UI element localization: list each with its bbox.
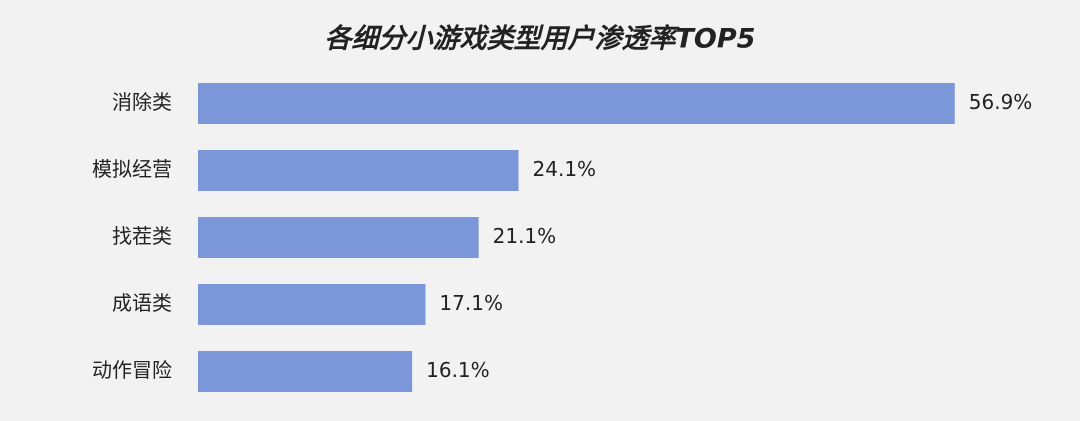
bar [198, 217, 479, 258]
data-label: 17.1% [439, 291, 503, 315]
y-tick-label: 模拟经营 [92, 157, 172, 181]
bar [198, 83, 955, 124]
data-label: 56.9% [969, 90, 1033, 114]
y-tick-label: 动作冒险 [92, 358, 172, 382]
bar [198, 351, 413, 392]
bar [198, 284, 426, 325]
y-tick-label: 成语类 [112, 291, 172, 315]
chart-title: 各细分小游戏类型用户渗透率TOP5 [325, 24, 756, 55]
bar [198, 150, 519, 191]
data-label: 24.1% [533, 157, 597, 181]
y-tick-label: 消除类 [112, 90, 172, 114]
data-label: 16.1% [426, 358, 490, 382]
y-tick-label: 找茬类 [112, 224, 172, 248]
data-label: 21.1% [493, 224, 557, 248]
